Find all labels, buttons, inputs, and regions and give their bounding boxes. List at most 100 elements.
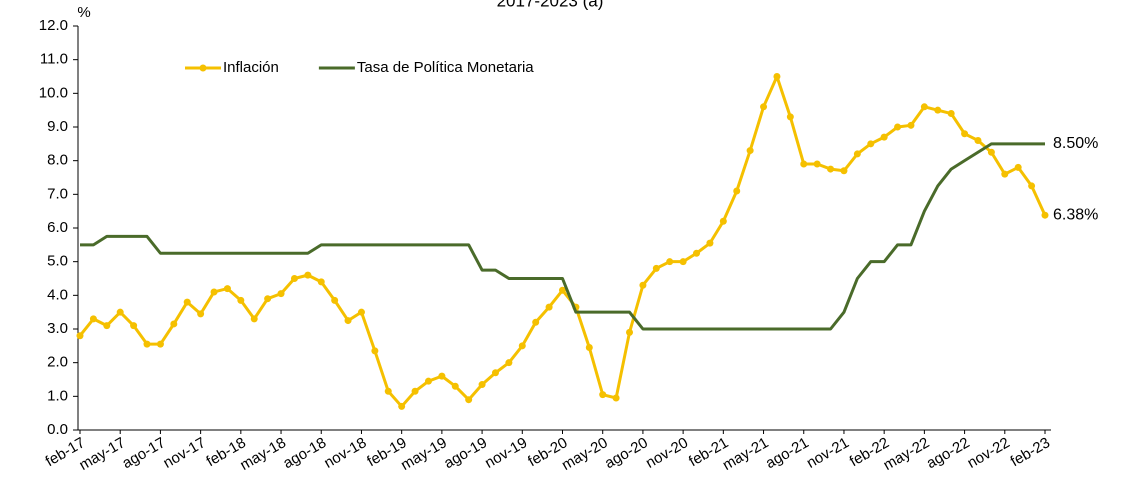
x-tick-label: nov-19: [482, 434, 530, 472]
x-tick-label: may-21: [720, 434, 772, 474]
data-point: [357, 308, 365, 316]
data-point: [987, 148, 995, 156]
legend-marker: [199, 64, 207, 72]
data-point: [585, 344, 593, 352]
data-point: [612, 394, 620, 402]
data-point: [559, 286, 566, 294]
data-point: [907, 121, 915, 129]
data-point: [344, 317, 352, 325]
data-label: 6.38%: [1053, 206, 1098, 223]
data-point: [666, 258, 674, 266]
data-point: [894, 123, 902, 131]
data-point: [840, 167, 848, 175]
y-tick-label: 4.0: [47, 286, 68, 303]
data-point: [1014, 163, 1022, 171]
x-tick-label: may-18: [237, 434, 289, 474]
data-point: [398, 402, 406, 410]
x-tick-label: may-20: [559, 434, 611, 474]
data-point: [706, 239, 714, 247]
data-point: [116, 308, 124, 316]
data-point: [786, 113, 794, 121]
data-label: 8.50%: [1053, 135, 1098, 152]
data-point: [237, 296, 245, 304]
data-point: [773, 73, 781, 80]
legend-label: Inflación: [223, 59, 279, 76]
x-tick-label: ago-20: [602, 434, 651, 472]
data-point: [693, 249, 701, 257]
y-tick-label: 5.0: [47, 253, 68, 270]
data-point: [626, 328, 634, 336]
data-point: [156, 340, 164, 348]
x-tick-label: ago-22: [924, 434, 973, 472]
data-point: [290, 275, 298, 282]
data-point: [505, 359, 513, 367]
x-tick-label: may-17: [76, 434, 128, 474]
data-point: [130, 322, 138, 330]
y-tick-label: 8.0: [47, 152, 68, 169]
data-point: [76, 332, 84, 340]
data-point: [183, 298, 191, 306]
data-point: [478, 381, 486, 389]
data-point: [277, 290, 285, 298]
data-point: [223, 285, 231, 293]
data-point: [813, 160, 821, 168]
data-point: [250, 315, 258, 323]
x-tick-label: nov-21: [804, 434, 852, 472]
data-point: [599, 391, 607, 399]
x-tick-label: ago-18: [280, 434, 329, 472]
data-point: [719, 217, 727, 225]
data-point: [1041, 211, 1049, 219]
x-tick-label: ago-19: [441, 434, 490, 472]
y-tick-label: 10.0: [39, 84, 68, 101]
data-point: [880, 133, 888, 141]
x-tick-label: nov-20: [643, 434, 691, 472]
data-point: [679, 258, 687, 266]
data-point: [961, 130, 969, 138]
data-point: [170, 320, 178, 328]
data-point: [411, 387, 419, 395]
y-tick-label: 3.0: [47, 320, 68, 337]
data-point: [438, 372, 446, 380]
data-point: [947, 110, 955, 118]
data-point: [920, 103, 928, 111]
data-point: [331, 296, 339, 304]
data-point: [532, 318, 540, 326]
data-point: [424, 377, 432, 385]
data-point: [103, 322, 111, 330]
data-point: [853, 150, 861, 158]
data-point: [304, 271, 312, 279]
data-point: [317, 278, 325, 286]
y-tick-label: 9.0: [47, 118, 68, 135]
x-tick-label: nov-17: [160, 434, 208, 472]
data-point: [974, 136, 982, 144]
data-point: [733, 187, 741, 195]
data-point: [1001, 170, 1009, 178]
data-point: [639, 281, 647, 289]
series-line: [80, 142, 1045, 331]
data-point: [518, 342, 526, 350]
x-tick-label: nov-18: [321, 434, 369, 472]
data-point: [934, 106, 942, 114]
y-tick-label: 12.0: [39, 17, 68, 34]
y-tick-label: 7.0: [47, 185, 68, 202]
y-tick-label: 11.0: [40, 51, 68, 68]
data-point: [197, 310, 205, 318]
data-point: [867, 140, 875, 148]
y-tick-label: 2.0: [47, 354, 68, 371]
data-point: [545, 303, 553, 311]
data-point: [827, 165, 835, 173]
data-point: [264, 295, 272, 303]
data-point: [465, 396, 473, 404]
x-tick-label: ago-21: [763, 434, 812, 472]
data-point: [1028, 182, 1036, 190]
data-point: [210, 288, 218, 296]
legend-label: Tasa de Política Monetaria: [357, 59, 534, 76]
x-tick-label: ago-17: [119, 434, 168, 472]
data-point: [143, 340, 151, 348]
y-tick-label: 1.0: [47, 387, 68, 404]
data-point: [384, 387, 392, 395]
x-tick-label: nov-22: [965, 434, 1013, 472]
data-point: [746, 147, 754, 155]
x-tick-label: may-22: [881, 434, 933, 474]
